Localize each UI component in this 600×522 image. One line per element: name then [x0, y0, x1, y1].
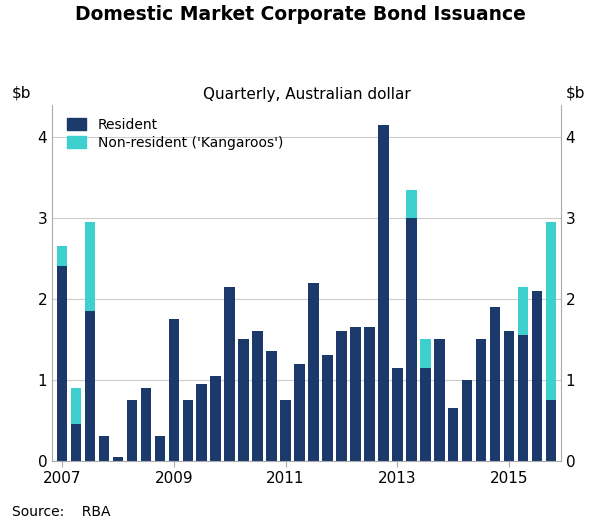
Text: Domestic Market Corporate Bond Issuance: Domestic Market Corporate Bond Issuance	[74, 5, 526, 24]
Bar	[448, 408, 458, 461]
Bar	[420, 339, 431, 367]
Bar	[406, 189, 416, 218]
Bar	[98, 436, 109, 461]
Bar	[364, 327, 374, 461]
Bar	[71, 388, 81, 424]
Bar	[169, 319, 179, 461]
Bar	[253, 331, 263, 461]
Bar	[140, 388, 151, 461]
Bar	[350, 327, 361, 461]
Bar	[322, 355, 333, 461]
Bar	[546, 222, 556, 400]
Bar	[238, 339, 249, 461]
Text: $b: $b	[11, 86, 31, 101]
Bar	[280, 400, 291, 461]
Bar	[462, 380, 472, 461]
Bar	[224, 287, 235, 461]
Bar	[155, 436, 165, 461]
Title: Quarterly, Australian dollar: Quarterly, Australian dollar	[203, 87, 410, 102]
Bar	[518, 287, 529, 335]
Text: $b: $b	[566, 86, 586, 101]
Bar	[71, 424, 81, 461]
Bar	[211, 376, 221, 461]
Bar	[294, 364, 305, 461]
Bar	[434, 339, 445, 461]
Bar	[57, 266, 67, 461]
Bar	[127, 400, 137, 461]
Bar	[336, 331, 347, 461]
Bar	[532, 291, 542, 461]
Legend: Resident, Non-resident ('Kangaroos'): Resident, Non-resident ('Kangaroos')	[64, 115, 286, 153]
Bar	[85, 222, 95, 311]
Text: Source:    RBA: Source: RBA	[12, 505, 110, 519]
Bar	[85, 311, 95, 461]
Bar	[504, 331, 514, 461]
Bar	[546, 400, 556, 461]
Bar	[182, 400, 193, 461]
Bar	[392, 367, 403, 461]
Bar	[420, 367, 431, 461]
Bar	[113, 457, 123, 461]
Bar	[378, 125, 389, 461]
Bar	[476, 339, 487, 461]
Bar	[406, 218, 416, 461]
Bar	[57, 246, 67, 266]
Bar	[266, 351, 277, 461]
Bar	[490, 307, 500, 461]
Bar	[308, 282, 319, 461]
Bar	[196, 384, 207, 461]
Bar	[518, 335, 529, 461]
